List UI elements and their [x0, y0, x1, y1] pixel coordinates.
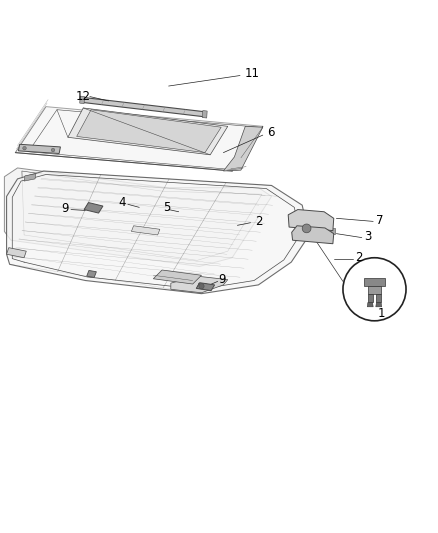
Polygon shape [376, 302, 381, 307]
Polygon shape [87, 270, 96, 278]
Circle shape [199, 284, 204, 289]
Text: 5: 5 [163, 201, 170, 214]
Text: 7: 7 [376, 214, 384, 227]
Text: 9: 9 [218, 273, 226, 286]
Polygon shape [80, 96, 85, 103]
Polygon shape [171, 276, 228, 293]
Polygon shape [24, 174, 36, 181]
Polygon shape [196, 282, 215, 290]
Text: 3: 3 [364, 230, 371, 243]
Polygon shape [223, 126, 263, 171]
Polygon shape [331, 228, 335, 233]
Polygon shape [4, 168, 272, 266]
Polygon shape [68, 108, 228, 155]
Polygon shape [18, 144, 60, 154]
Polygon shape [368, 286, 381, 294]
Text: 12: 12 [76, 90, 91, 103]
Polygon shape [368, 294, 372, 302]
Circle shape [302, 224, 311, 233]
Circle shape [51, 148, 55, 152]
Polygon shape [299, 225, 307, 232]
Polygon shape [81, 98, 206, 117]
Text: 4: 4 [118, 197, 126, 209]
Polygon shape [376, 294, 381, 302]
Polygon shape [197, 283, 207, 289]
Polygon shape [7, 248, 26, 258]
Text: 1: 1 [377, 308, 385, 320]
Circle shape [23, 147, 26, 150]
Polygon shape [288, 209, 334, 231]
Polygon shape [131, 226, 160, 235]
Text: 6: 6 [267, 126, 275, 139]
Polygon shape [292, 226, 334, 244]
Polygon shape [202, 110, 207, 118]
Polygon shape [77, 110, 221, 152]
Circle shape [343, 258, 406, 321]
Text: 2: 2 [254, 215, 262, 228]
Text: 9: 9 [61, 202, 69, 215]
Polygon shape [15, 107, 263, 171]
Polygon shape [7, 171, 309, 294]
Polygon shape [153, 270, 201, 284]
Polygon shape [367, 302, 373, 307]
Text: 11: 11 [244, 67, 259, 80]
Text: 2: 2 [355, 251, 363, 264]
Polygon shape [364, 278, 385, 286]
Polygon shape [84, 203, 103, 213]
